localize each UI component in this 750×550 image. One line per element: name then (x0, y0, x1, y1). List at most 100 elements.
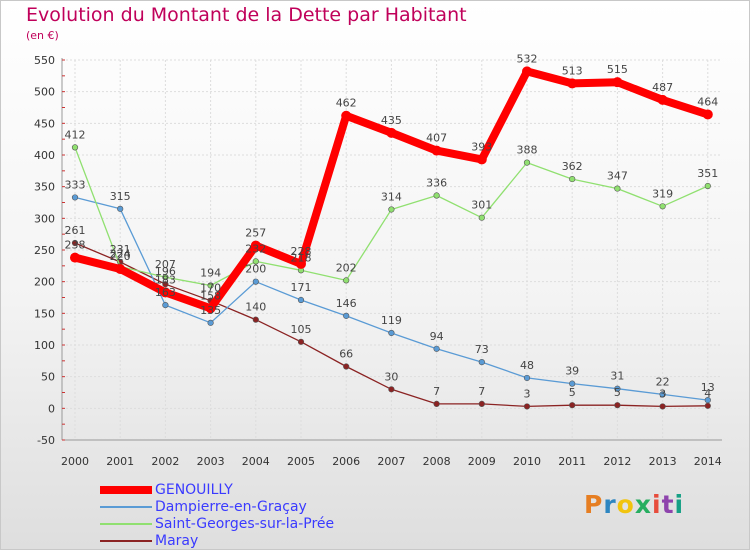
data-label-dampierre-en-gracay: 48 (520, 359, 534, 372)
data-label-genouilly: 532 (517, 52, 538, 65)
y-tick-label: 200 (34, 276, 55, 289)
data-point-maray (162, 281, 169, 288)
data-label-maray: 196 (155, 265, 176, 278)
data-label-maray: 3 (659, 387, 666, 400)
x-tick-label: 2011 (558, 455, 586, 468)
data-point-dampierre-en-gracay (614, 385, 621, 392)
data-point-genouilly (612, 77, 623, 88)
data-point-saint-georges-sur-la-pree (71, 144, 79, 151)
y-axis-ticks: -50 0 50 100 150 200 250 300 350 400 450 500 550 (34, 54, 55, 447)
data-label-dampierre-en-gracay: 333 (65, 178, 86, 191)
data-label-dampierre-en-gracay: 39 (565, 365, 579, 378)
y-tick-label: 300 (34, 212, 55, 225)
x-tick-label: 2001 (106, 455, 134, 468)
data-point-maray (343, 363, 350, 370)
data-label-dampierre-en-gracay: 119 (381, 314, 402, 327)
data-point-genouilly (431, 145, 442, 156)
y-tick-label: 150 (34, 307, 55, 320)
data-label-dampierre-en-gracay: 163 (155, 286, 176, 299)
x-tick-label: 2013 (649, 455, 677, 468)
series-lines (70, 66, 713, 410)
data-label-genouilly: 393 (471, 140, 492, 153)
data-label-genouilly: 220 (110, 250, 131, 263)
data-point-dampierre-en-gracay (252, 278, 259, 285)
data-point-maray (614, 402, 621, 409)
data-label-saint-georges-sur-la-pree: 314 (381, 190, 402, 203)
data-label-dampierre-en-gracay: 73 (475, 343, 489, 356)
data-point-saint-georges-sur-la-pree (343, 277, 350, 284)
logo-letter: i (652, 490, 662, 519)
legend-swatch (100, 506, 152, 508)
y-tick-label: 100 (34, 339, 55, 352)
data-point-saint-georges-sur-la-pree (659, 203, 666, 210)
data-point-genouilly (296, 258, 306, 269)
data-label-saint-georges-sur-la-pree: 351 (697, 167, 718, 180)
data-point-genouilly (160, 287, 171, 298)
x-tick-label: 2010 (513, 455, 541, 468)
x-tick-label: 2000 (61, 455, 89, 468)
data-label-maray: 261 (65, 224, 86, 237)
legend-swatch (100, 486, 152, 494)
logo-letter: r (603, 490, 617, 519)
x-tick-label: 2006 (332, 455, 360, 468)
data-point-dampierre-en-gracay (569, 380, 576, 387)
x-tick-label: 2005 (287, 455, 315, 468)
data-label-genouilly: 257 (245, 227, 266, 240)
data-label-dampierre-en-gracay: 315 (110, 190, 131, 203)
logo-letter: o (616, 490, 635, 519)
data-label-dampierre-en-gracay: 171 (291, 281, 312, 294)
data-label-maray: 3 (524, 387, 531, 400)
data-point-genouilly (70, 252, 80, 263)
y-tick-label: 250 (34, 244, 55, 257)
data-label-saint-georges-sur-la-pree: 194 (200, 266, 221, 279)
data-point-saint-georges-sur-la-pree (433, 192, 440, 199)
data-point-dampierre-en-gracay (433, 345, 440, 352)
data-label-maray: 5 (569, 386, 576, 399)
data-label-saint-georges-sur-la-pree: 362 (562, 160, 583, 173)
data-label-dampierre-en-gracay: 13 (701, 381, 715, 394)
data-label-maray: 66 (339, 348, 353, 361)
chart-title: Evolution du Montant de la Dette par Hab… (26, 4, 467, 26)
data-point-dampierre-en-gracay (162, 302, 169, 309)
data-label-maray: 170 (200, 282, 221, 295)
data-label-genouilly: 513 (562, 64, 583, 77)
data-point-genouilly (386, 127, 397, 138)
data-label-dampierre-en-gracay: 200 (245, 263, 266, 276)
data-label-saint-georges-sur-la-pree: 207 (155, 258, 176, 271)
logo-letter: t (661, 490, 675, 519)
data-label-maray: 105 (291, 323, 312, 336)
y-tick-label: 550 (34, 54, 55, 67)
data-point-dampierre-en-gracay (207, 319, 214, 326)
legend-label: Dampierre-en-Graçay (155, 499, 307, 515)
x-tick-label: 2004 (242, 455, 270, 468)
x-tick-label: 2014 (694, 455, 722, 468)
data-label-maray: 30 (384, 370, 398, 383)
data-point-genouilly (476, 154, 487, 165)
data-label-saint-georges-sur-la-pree: 301 (471, 199, 492, 212)
legend-swatch (100, 540, 152, 542)
y-tick-label: 50 (41, 371, 55, 384)
data-label-saint-georges-sur-la-pree: 388 (517, 144, 538, 157)
data-label-genouilly: 487 (652, 81, 673, 94)
logo-letter: P (584, 490, 604, 519)
data-label-saint-georges-sur-la-pree: 336 (426, 177, 447, 190)
data-label-dampierre-en-gracay: 135 (200, 304, 221, 317)
data-label-maray: 7 (478, 385, 485, 398)
data-point-genouilly (205, 303, 216, 314)
proxiti-logo: Proxiti (584, 490, 684, 519)
data-label-genouilly: 158 (200, 289, 221, 302)
data-point-genouilly (341, 110, 352, 121)
data-point-maray (523, 403, 531, 410)
data-label-genouilly: 462 (336, 97, 357, 110)
x-tick-label: 2012 (603, 455, 631, 468)
legend-label: GENOUILLY (155, 482, 233, 498)
legend-label: Maray (155, 533, 199, 549)
data-label-dampierre-en-gracay: 31 (610, 370, 624, 383)
data-point-saint-georges-sur-la-pree (478, 214, 485, 221)
data-point-dampierre-en-gracay (343, 312, 350, 319)
data-point-dampierre-en-gracay (117, 205, 124, 212)
y-tick-label: -50 (37, 434, 55, 447)
data-point-genouilly (250, 240, 261, 251)
data-point-maray (388, 386, 395, 393)
